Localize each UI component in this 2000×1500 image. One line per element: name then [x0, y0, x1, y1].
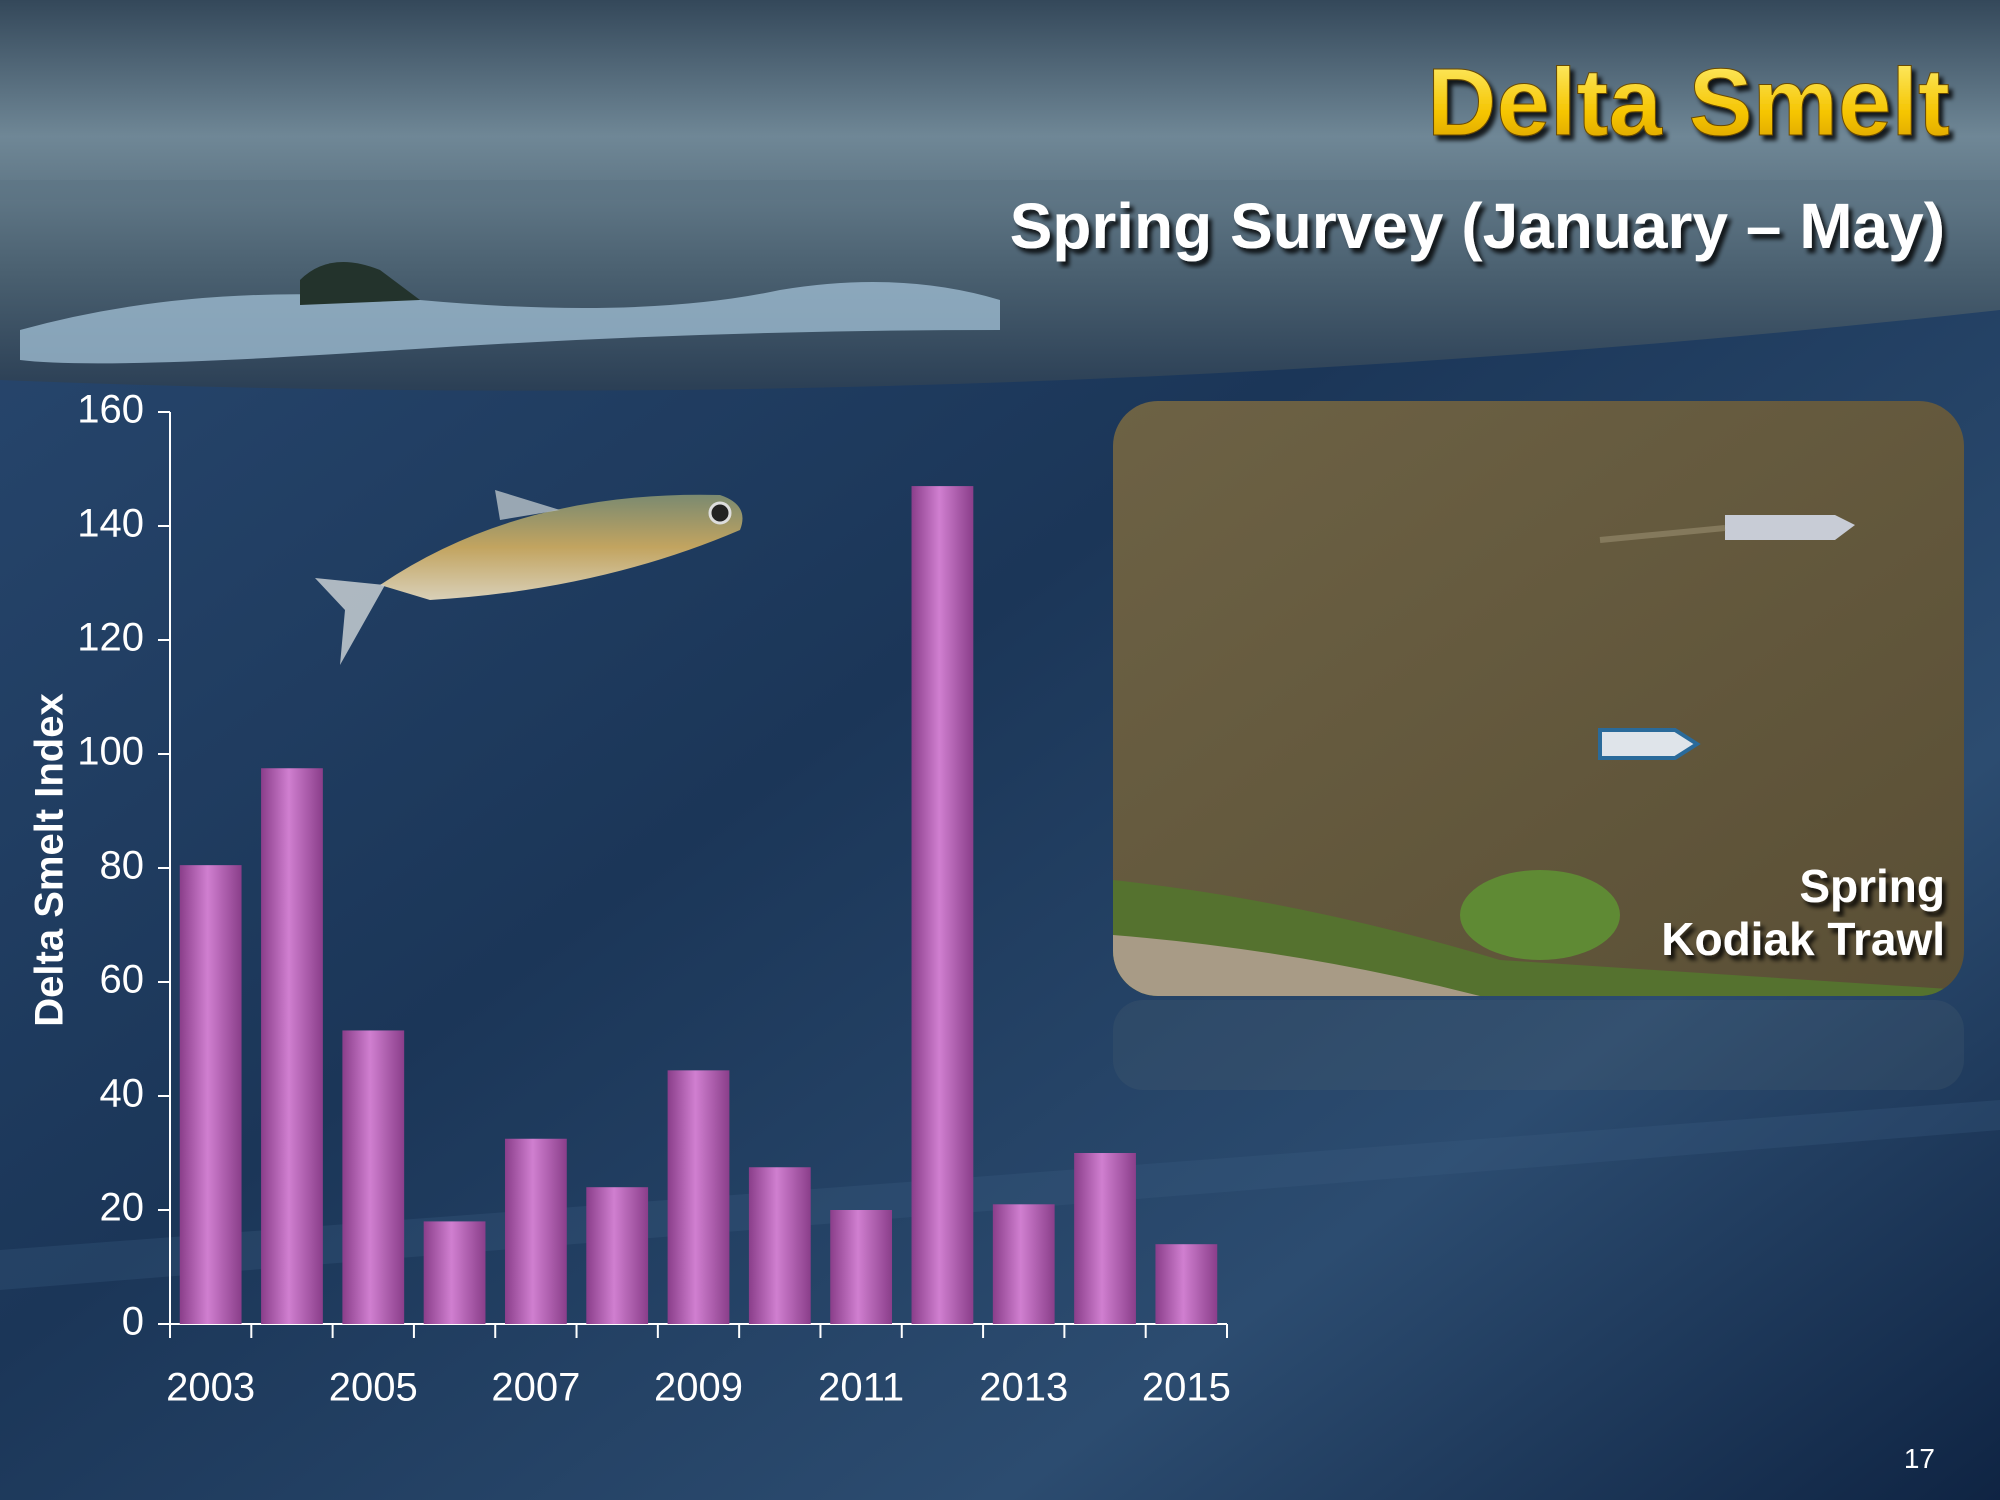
photo-road — [1113, 935, 1480, 996]
horizon — [0, 180, 2000, 200]
x-tick-label: 2007 — [491, 1366, 580, 1410]
photo-caption: Kodiak Trawl — [1661, 913, 1945, 965]
y-tick-label: 40 — [100, 1072, 145, 1116]
x-tick-label: 2013 — [979, 1366, 1068, 1410]
bar — [992, 1204, 1055, 1324]
bar — [179, 865, 242, 1324]
bar — [586, 1187, 649, 1324]
river — [20, 282, 1000, 364]
bar — [342, 1030, 405, 1324]
bar — [504, 1138, 567, 1324]
slide-title: Delta Smelt — [1427, 49, 1950, 156]
x-tick-label: 2005 — [329, 1366, 418, 1410]
photo-reflection — [1113, 1000, 1964, 1090]
boat — [1598, 728, 1701, 760]
bar — [830, 1210, 893, 1324]
light-streak — [0, 1100, 2000, 1290]
slide-subtitle: Spring Survey (January – May) — [1010, 190, 1945, 262]
bar — [667, 1070, 730, 1324]
trees — [300, 262, 420, 305]
y-tick-label: 20 — [100, 1186, 145, 1230]
y-tick-label: 100 — [77, 730, 144, 774]
photo — [1113, 401, 1964, 996]
y-axis-label: Delta Smelt Index — [28, 693, 72, 1026]
x-tick-label: 2003 — [166, 1366, 255, 1410]
bar — [261, 768, 323, 1324]
boat — [1725, 515, 1855, 540]
bar — [1155, 1244, 1218, 1324]
fish — [315, 490, 743, 665]
photo-bush — [1460, 870, 1620, 960]
x-tick-label: 2009 — [654, 1366, 743, 1410]
bar — [1074, 1153, 1136, 1324]
y-tick-label: 160 — [77, 388, 144, 432]
bar — [423, 1221, 486, 1324]
bar — [911, 486, 974, 1325]
y-tick-label: 120 — [77, 616, 144, 660]
page-number: 17 — [1904, 1443, 1935, 1474]
y-tick-label: 60 — [100, 958, 145, 1002]
x-tick-label: 2015 — [1142, 1366, 1231, 1410]
y-tick-label: 0 — [122, 1300, 144, 1344]
photo-caption: Spring — [1799, 860, 1945, 912]
x-tick-label: 2011 — [818, 1366, 904, 1410]
y-tick-label: 80 — [100, 844, 145, 888]
bar — [748, 1167, 811, 1324]
y-tick-label: 140 — [77, 502, 144, 546]
wake — [1599, 525, 1726, 543]
